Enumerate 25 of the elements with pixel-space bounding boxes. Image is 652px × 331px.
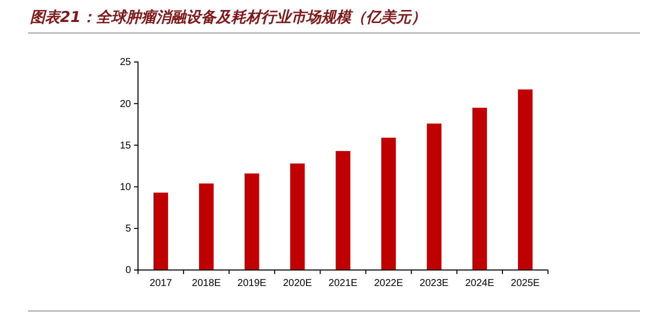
x-tick-label: 2017 — [150, 278, 172, 289]
y-tick-label: 10 — [120, 182, 132, 193]
bar — [336, 151, 350, 270]
y-tick-label: 15 — [120, 140, 132, 152]
bar — [244, 173, 260, 270]
y-tick-label: 0 — [125, 265, 132, 276]
bar — [199, 183, 214, 270]
x-tick-label: 2021E — [328, 278, 358, 289]
y-tick-label: 20 — [120, 98, 132, 110]
x-tick-label: 2024E — [465, 278, 494, 289]
bar — [426, 124, 442, 270]
bar — [290, 164, 305, 270]
x-tick-label: 2023E — [420, 278, 449, 289]
bar — [153, 192, 168, 270]
bar — [472, 108, 487, 270]
x-tick-label: 2019E — [237, 278, 267, 289]
y-tick-label: 5 — [125, 224, 132, 235]
x-tick-label: 2025E — [510, 278, 540, 289]
bar — [381, 138, 396, 270]
bar — [518, 89, 533, 270]
chart-title: 图表21：全球肿瘤消融设备及耗材行业市场规模（亿美元） — [30, 8, 426, 26]
x-tick-label: 2020E — [282, 278, 312, 289]
x-tick-label: 2018E — [192, 278, 222, 289]
x-tick-label: 2022E — [374, 278, 404, 289]
y-tick-label: 25 — [120, 57, 132, 68]
